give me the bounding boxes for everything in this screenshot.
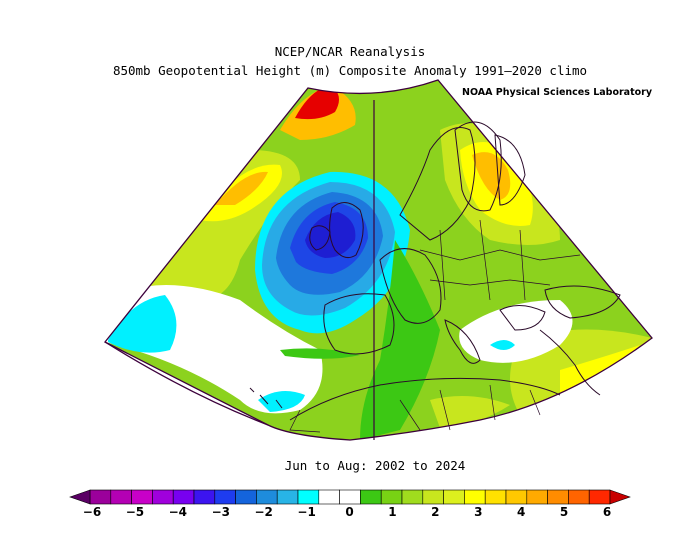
colorbar-cell — [422, 489, 444, 505]
levant-coast — [539, 329, 601, 396]
black-sea-coast — [544, 285, 621, 319]
border-5 — [289, 409, 321, 433]
south-slight-negative — [258, 391, 305, 412]
colorbar-cell — [588, 489, 611, 505]
north-africa-coast — [289, 377, 561, 421]
colorbar-cell — [172, 489, 195, 505]
finland-coast — [494, 134, 526, 206]
map-frame-bottom-left — [104, 341, 269, 426]
balkan-coast — [499, 305, 546, 331]
colorbar-cell — [526, 489, 548, 505]
colorbar-tick-label: −4 — [169, 505, 187, 519]
france-coast — [379, 248, 442, 324]
colorbar-tick-label: 4 — [517, 505, 525, 519]
mediterranean-slight-negative — [490, 340, 515, 350]
colorbar-cell — [547, 489, 569, 505]
colorbar-ticks: −6 −5 −4 −3 −2 −1 0 1 2 3 4 5 6 — [83, 505, 611, 519]
colorbar-cells — [89, 489, 611, 505]
coastlines — [249, 121, 621, 421]
colorbar-cell — [464, 489, 486, 505]
colorbar-cell — [380, 489, 403, 505]
colorbar-cell — [110, 489, 132, 505]
colorbar-cell — [152, 489, 174, 505]
colorbar-tick-label: −6 — [83, 505, 101, 519]
great-britain-coast — [329, 202, 364, 259]
colorbar-tick-label: −1 — [297, 505, 315, 519]
sweden-coast — [454, 121, 502, 212]
colorbar-tick-label: 5 — [560, 505, 568, 519]
canary-islands — [249, 387, 283, 409]
colorbar-cell — [318, 489, 340, 505]
colorbar-cell — [256, 489, 278, 505]
italy-coast — [444, 319, 481, 364]
borders — [289, 219, 581, 433]
colorbar-cell — [568, 489, 590, 505]
green-tongue — [280, 348, 360, 359]
colorbar-cell — [89, 489, 112, 505]
colorbar-max-arrow — [609, 489, 631, 505]
border-2 — [429, 279, 551, 286]
border-3 — [439, 219, 526, 301]
iberia-coast — [323, 293, 395, 355]
west-slight-negative — [108, 295, 177, 353]
colorbar-cell — [235, 489, 257, 505]
colorbar-cell — [193, 489, 216, 505]
norway-coast — [399, 127, 476, 241]
colorbar-tick-label: 1 — [388, 505, 396, 519]
colorbar-tick-label: −5 — [126, 505, 144, 519]
map-frame — [103, 79, 653, 441]
iberia-positive — [360, 240, 440, 440]
border-4 — [399, 384, 541, 431]
colorbar-cell — [360, 489, 382, 505]
colorbar-tick-label: −3 — [212, 505, 230, 519]
lab-credit: NOAA Physical Sciences Laboratory — [462, 87, 653, 98]
colorbar-tick-label: 0 — [345, 505, 353, 519]
colorbar-cell — [443, 489, 465, 505]
colorbar-tick-label: 2 — [431, 505, 439, 519]
colorbar-cell — [131, 489, 153, 505]
colorbar-cell — [505, 489, 528, 505]
ireland-coast — [309, 225, 331, 251]
chart-title: NCEP/NCAR Reanalysis — [274, 44, 426, 59]
anomaly-field — [105, 80, 652, 440]
border-1 — [419, 249, 581, 261]
chart-subtitle: 850mb Geopotential Height (m) Composite … — [112, 63, 588, 78]
colorbar-tick-label: −2 — [254, 505, 272, 519]
south-positive-area — [430, 396, 510, 428]
colorbar-min-arrow — [69, 489, 91, 505]
colorbar-cell — [214, 489, 236, 505]
colorbar-cell — [484, 489, 507, 505]
colorbar-tick-label: 6 — [603, 505, 611, 519]
north-high-core — [295, 85, 339, 120]
colorbar-cell — [401, 489, 424, 505]
west-high-core — [215, 171, 268, 205]
colorbar-cell — [276, 489, 299, 505]
colorbar-cell — [339, 489, 361, 505]
colorbar-cell — [297, 489, 320, 505]
colorbar-tick-label: 3 — [474, 505, 482, 519]
period-label: Jun to Aug: 2002 to 2024 — [284, 458, 466, 473]
